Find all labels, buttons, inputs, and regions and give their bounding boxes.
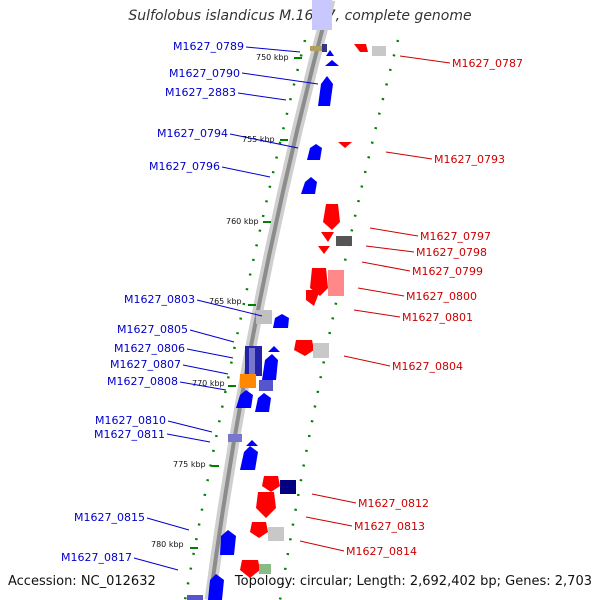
gene-label: M1627_0812 <box>358 497 429 510</box>
gene-arrow <box>262 476 280 492</box>
gene-feature <box>312 0 332 30</box>
gene-feature <box>313 343 329 358</box>
gene-arrow <box>306 290 320 306</box>
gene-label: M1627_0796 <box>149 160 220 173</box>
gene-arrow <box>354 44 368 52</box>
gene-label: M1627_0787 <box>452 57 523 70</box>
gene-label: M1627_0815 <box>74 511 145 524</box>
kbp-marker: 775 kbp <box>173 460 206 469</box>
gene-label: M1627_0800 <box>406 290 477 303</box>
gene-feature <box>240 374 256 388</box>
gene-label: M1627_2883 <box>165 86 236 99</box>
gene-label: M1627_0793 <box>434 153 505 166</box>
plus-strand-genes <box>187 0 339 600</box>
kbp-marker: 780 kbp <box>151 540 184 549</box>
gene-arrow <box>326 50 334 56</box>
minus-strand-genes <box>240 44 386 578</box>
gene-arrow <box>236 390 253 408</box>
gene-label: M1627_0805 <box>117 323 188 336</box>
gene-label: M1627_0808 <box>107 375 178 388</box>
gene-label: M1627_0806 <box>114 342 185 355</box>
gene-arrow <box>250 522 268 538</box>
gene-feature <box>328 270 344 296</box>
gene-label: M1627_0813 <box>354 520 425 533</box>
gene-arrow <box>256 492 276 518</box>
gene-feature <box>336 236 352 246</box>
gene-arrow <box>301 177 317 194</box>
gene-arrow <box>273 314 289 328</box>
gene-label: M1627_0803 <box>124 293 195 306</box>
gene-feature <box>268 527 284 541</box>
kbp-marker: 770 kbp <box>192 379 225 388</box>
kbp-marker: 760 kbp <box>226 217 259 226</box>
gene-arrow <box>208 574 224 600</box>
gene-label: M1627_0814 <box>346 545 417 558</box>
gene-label: M1627_0807 <box>110 358 181 371</box>
gene-label: M1627_0810 <box>95 414 166 427</box>
gene-arrow <box>318 76 333 106</box>
gene-arrow <box>325 60 339 66</box>
kbp-marker: 765 kbp <box>209 297 242 306</box>
gene-arrow <box>294 340 314 356</box>
gene-arrow <box>321 232 334 242</box>
gene-arrow <box>240 446 258 470</box>
left-gene-labels: M1627_0789 M1627_0790 M1627_2883 M1627_0… <box>61 40 244 564</box>
gene-feature <box>256 310 272 324</box>
gene-feature <box>280 480 296 494</box>
gene-label: M1627_0797 <box>420 230 491 243</box>
gene-label: M1627_0799 <box>412 265 483 278</box>
gene-arrow <box>323 204 340 230</box>
gene-label: M1627_0790 <box>169 67 240 80</box>
gene-arrow <box>255 393 271 412</box>
kbp-marker: 750 kbp <box>256 53 289 62</box>
genome-backbone <box>204 0 336 600</box>
gene-arrow <box>246 440 258 446</box>
accession-text: Accession: NC_012632 <box>8 574 156 589</box>
gene-label: M1627_0817 <box>61 551 132 564</box>
gene-arrow <box>310 268 328 296</box>
gene-arrow <box>262 354 278 380</box>
gene-feature <box>310 46 324 51</box>
gene-feature <box>259 564 271 574</box>
gene-label: M1627_0811 <box>94 428 165 441</box>
genome-summary-text: Topology: circular; Length: 2,692,402 bp… <box>234 574 592 589</box>
right-label-leaders <box>299 55 451 552</box>
gene-label: M1627_0794 <box>157 127 228 140</box>
gene-label: M1627_0804 <box>392 360 463 373</box>
gene-feature <box>228 434 242 442</box>
gene-arrow <box>307 144 322 160</box>
gene-label: M1627_0789 <box>173 40 244 53</box>
tick-tracks <box>183 39 400 600</box>
gene-feature <box>249 348 255 374</box>
gene-feature <box>322 44 327 52</box>
gene-feature <box>259 380 273 391</box>
gene-arrow <box>318 246 330 254</box>
left-label-leaders <box>133 46 319 571</box>
right-gene-labels: M1627_0787 M1627_0793 M1627_0797 M1627_0… <box>346 57 523 558</box>
gene-label: M1627_0801 <box>402 311 473 324</box>
gene-arrow <box>268 346 280 352</box>
gene-feature <box>372 46 386 56</box>
gene-feature <box>187 595 203 600</box>
map-title: Sulfolobus islandicus M.16.27, complete … <box>128 8 472 24</box>
gene-arrow <box>338 142 352 148</box>
gene-arrow <box>240 560 260 578</box>
gene-label: M1627_0798 <box>416 246 487 259</box>
gene-arrow <box>220 530 236 555</box>
